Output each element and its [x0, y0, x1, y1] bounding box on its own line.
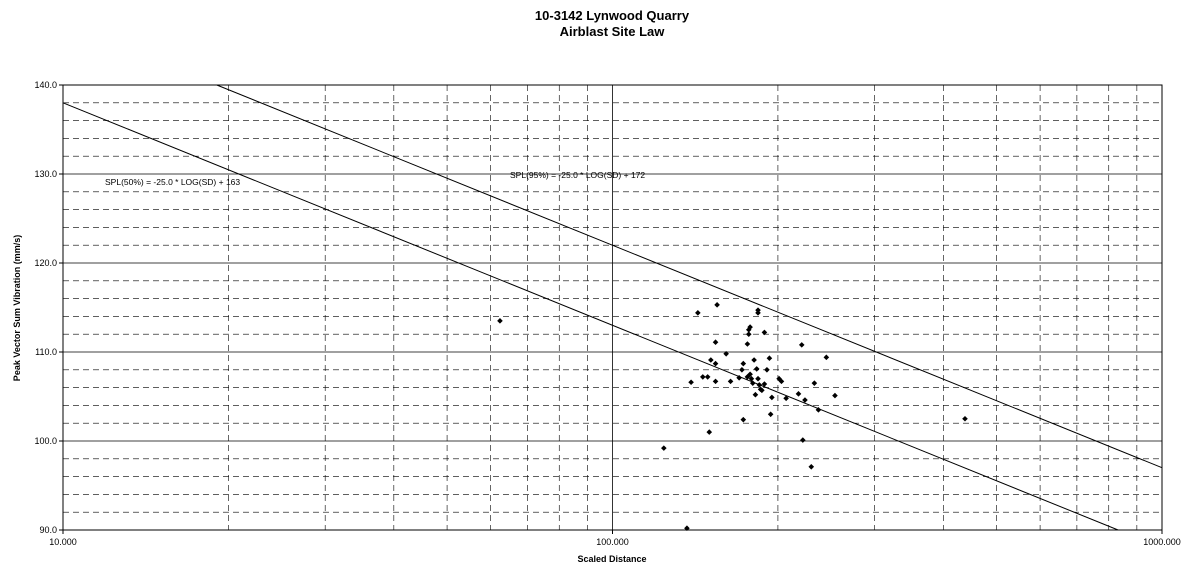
data-point: [704, 374, 711, 380]
data-point: [727, 378, 734, 385]
data-point: [661, 445, 667, 451]
data-point: [802, 397, 808, 403]
x-axis-label: Scaled Distance: [577, 554, 646, 564]
data-point: [766, 355, 773, 362]
y-tick-label: 130.0: [34, 169, 57, 179]
data-point: [751, 357, 757, 363]
data-point: [795, 391, 802, 397]
y-axis-label: Peak Vector Sum Vibration (mm/s): [12, 235, 22, 381]
data-point: [755, 310, 761, 316]
chart-title: 10-3142 Lynwood Quarry: [535, 8, 690, 23]
data-point: [695, 310, 701, 316]
data-point: [798, 342, 805, 348]
data-point: [761, 329, 768, 336]
data-point: [497, 318, 503, 324]
data-point: [712, 360, 719, 367]
data-point: [747, 324, 753, 330]
data-point: [748, 375, 755, 382]
data-point: [752, 391, 759, 398]
data-point: [700, 374, 706, 380]
data-point: [688, 379, 694, 386]
data-point: [684, 525, 690, 532]
data-point: [736, 375, 742, 381]
y-tick-label: 120.0: [34, 258, 57, 268]
data-point: [708, 357, 714, 363]
y-tick-label: 100.0: [34, 436, 57, 446]
fit-line: [216, 84, 1163, 469]
data-point: [815, 407, 822, 413]
chart-title: Airblast Site Law: [560, 24, 666, 39]
data-point: [811, 380, 818, 386]
data-point: [759, 387, 765, 394]
fit-line: [62, 102, 1119, 531]
data-point: [832, 392, 838, 399]
data-point: [769, 394, 775, 401]
data-point: [778, 378, 785, 385]
data-point: [745, 331, 752, 337]
data-point: [712, 339, 719, 346]
data-point: [753, 366, 760, 372]
data-point: [714, 302, 720, 308]
data-point: [756, 382, 763, 388]
data-point: [740, 416, 747, 423]
data-point: [712, 378, 719, 385]
data-point: [706, 429, 713, 435]
data-point: [723, 350, 729, 357]
data-point: [808, 464, 815, 470]
data-point: [800, 437, 806, 443]
data-point: [740, 360, 747, 367]
data-point: [744, 341, 751, 347]
data-point: [764, 367, 770, 373]
data-point: [747, 371, 753, 378]
y-tick-label: 140.0: [34, 80, 57, 90]
y-tick-label: 90.0: [39, 525, 57, 535]
x-tick-label: 10.000: [49, 537, 77, 547]
data-point: [767, 411, 774, 418]
annotation: SPL(95%) = -25.0 * LOG(SD) + 172: [510, 170, 645, 180]
data-point: [783, 395, 789, 402]
data-point: [962, 415, 968, 422]
data-point: [749, 380, 756, 386]
data-point: [739, 367, 745, 373]
data-point: [823, 354, 830, 361]
annotation: SPL(50%) = -25.0 * LOG(SD) + 163: [105, 177, 240, 187]
x-tick-label: 100.000: [596, 537, 629, 547]
data-point: [761, 381, 768, 387]
plot-border: [62, 84, 1163, 531]
y-tick-label: 110.0: [35, 347, 57, 357]
x-tick-label: 1000.000: [1143, 537, 1181, 547]
data-point: [755, 375, 761, 382]
